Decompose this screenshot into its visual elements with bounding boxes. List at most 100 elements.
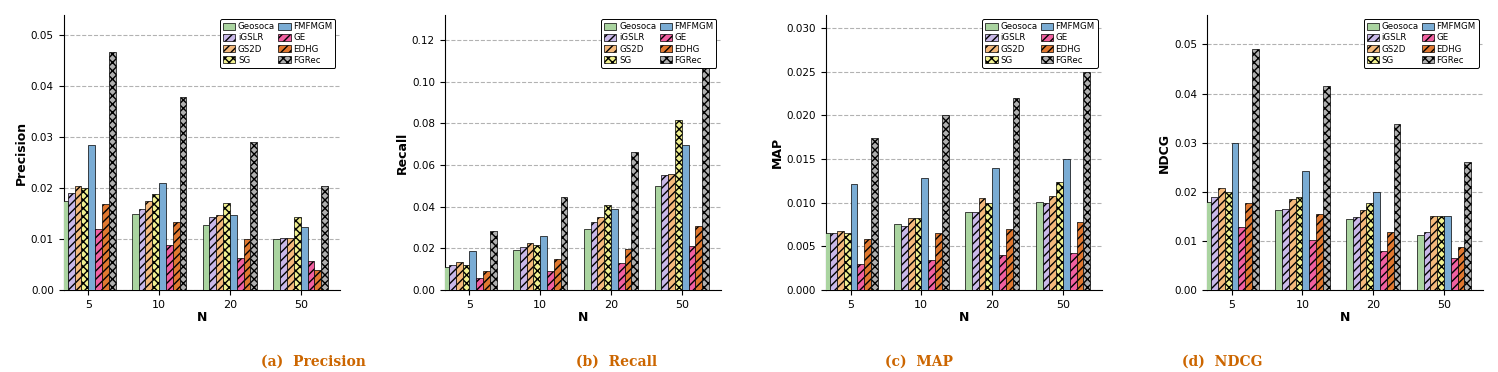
Bar bbox=[1353, 218, 1360, 290]
Bar bbox=[301, 228, 307, 290]
Bar bbox=[321, 186, 328, 290]
Bar bbox=[1393, 124, 1401, 290]
Bar bbox=[942, 115, 948, 290]
Bar bbox=[978, 198, 986, 290]
Y-axis label: Recall: Recall bbox=[395, 131, 409, 174]
Bar bbox=[625, 249, 632, 290]
Bar bbox=[1360, 210, 1366, 290]
Bar bbox=[1070, 253, 1077, 290]
Bar bbox=[972, 212, 978, 290]
Bar bbox=[1296, 197, 1302, 290]
Bar bbox=[986, 203, 992, 290]
Bar bbox=[1056, 182, 1064, 290]
Bar bbox=[159, 183, 166, 290]
Bar bbox=[1380, 251, 1387, 290]
Bar bbox=[992, 168, 999, 290]
Bar bbox=[294, 217, 301, 290]
Bar bbox=[1239, 227, 1245, 290]
Bar bbox=[843, 232, 851, 290]
Bar bbox=[280, 238, 288, 290]
Bar bbox=[604, 205, 611, 290]
Text: (a)  Precision: (a) Precision bbox=[261, 354, 366, 368]
Bar bbox=[527, 243, 533, 290]
Bar bbox=[611, 209, 617, 290]
Bar bbox=[541, 236, 547, 290]
Bar bbox=[1049, 196, 1056, 290]
Bar bbox=[210, 217, 216, 290]
Bar bbox=[250, 142, 258, 290]
Bar bbox=[307, 261, 315, 290]
Bar bbox=[1431, 217, 1437, 290]
Bar bbox=[1317, 214, 1323, 290]
Bar bbox=[102, 203, 109, 290]
Bar bbox=[1437, 217, 1444, 290]
Bar bbox=[145, 201, 153, 290]
Bar bbox=[1252, 49, 1258, 290]
Bar bbox=[584, 229, 590, 290]
Bar bbox=[935, 232, 942, 290]
Legend: Geosoca, iGSLR, GS2D, SG, FMFMGM, GE, EDHG, FGRec: Geosoca, iGSLR, GS2D, SG, FMFMGM, GE, ED… bbox=[983, 19, 1098, 68]
Bar bbox=[139, 209, 145, 290]
Bar bbox=[900, 227, 908, 290]
Bar bbox=[202, 225, 210, 290]
Bar bbox=[442, 267, 449, 290]
Bar bbox=[1035, 202, 1043, 290]
Y-axis label: NDCG: NDCG bbox=[1158, 132, 1171, 173]
Bar bbox=[81, 188, 88, 290]
Bar bbox=[857, 264, 864, 290]
Bar bbox=[1225, 192, 1231, 290]
Bar bbox=[1212, 197, 1218, 290]
Bar bbox=[274, 239, 280, 290]
Bar bbox=[682, 145, 689, 290]
Bar bbox=[455, 262, 463, 290]
Bar bbox=[894, 224, 900, 290]
Bar bbox=[1231, 143, 1239, 290]
Bar bbox=[1083, 72, 1091, 290]
Bar bbox=[533, 245, 541, 290]
Bar bbox=[229, 215, 237, 290]
Y-axis label: Precision: Precision bbox=[15, 121, 28, 185]
Bar bbox=[476, 278, 482, 290]
Bar bbox=[1444, 217, 1452, 290]
Y-axis label: MAP: MAP bbox=[770, 137, 783, 168]
Bar bbox=[1204, 202, 1212, 290]
X-axis label: N: N bbox=[578, 311, 587, 324]
Text: (c)  MAP: (c) MAP bbox=[885, 354, 953, 368]
Text: (d)  NDCG: (d) NDCG bbox=[1182, 354, 1263, 368]
Bar bbox=[703, 51, 709, 290]
Bar bbox=[1366, 203, 1374, 290]
Bar bbox=[94, 229, 102, 290]
Bar bbox=[469, 251, 476, 290]
Legend: Geosoca, iGSLR, GS2D, SG, FMFMGM, GE, EDHG, FGRec: Geosoca, iGSLR, GS2D, SG, FMFMGM, GE, ED… bbox=[601, 19, 716, 68]
X-axis label: N: N bbox=[196, 311, 207, 324]
Bar bbox=[482, 272, 490, 290]
Bar bbox=[166, 245, 172, 290]
Bar bbox=[864, 240, 870, 290]
Bar bbox=[632, 152, 638, 290]
Bar bbox=[560, 197, 568, 290]
Bar bbox=[1347, 219, 1353, 290]
Bar bbox=[1218, 188, 1225, 290]
Bar bbox=[689, 246, 695, 290]
Bar bbox=[1282, 209, 1288, 290]
Bar bbox=[244, 239, 250, 290]
Bar bbox=[1309, 240, 1317, 290]
Bar bbox=[463, 265, 469, 290]
Bar bbox=[520, 247, 527, 290]
Bar bbox=[1077, 222, 1083, 290]
X-axis label: N: N bbox=[1339, 311, 1350, 324]
Bar bbox=[512, 250, 520, 290]
Bar bbox=[837, 231, 843, 290]
Bar bbox=[1013, 98, 1019, 290]
Bar bbox=[1275, 210, 1282, 290]
Bar bbox=[1465, 163, 1471, 290]
Bar bbox=[870, 138, 878, 290]
Bar bbox=[449, 265, 455, 290]
Bar bbox=[180, 96, 186, 290]
Bar bbox=[1423, 232, 1431, 290]
Bar bbox=[668, 174, 676, 290]
Bar bbox=[172, 222, 180, 290]
Bar bbox=[1302, 171, 1309, 290]
Bar bbox=[908, 218, 914, 290]
Bar bbox=[1452, 258, 1458, 290]
